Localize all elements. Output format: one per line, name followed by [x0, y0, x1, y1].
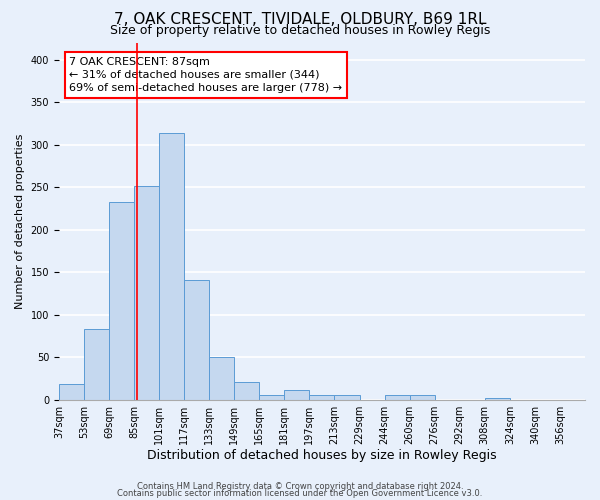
Bar	[234, 382, 259, 400]
Bar	[284, 390, 310, 400]
X-axis label: Distribution of detached houses by size in Rowley Regis: Distribution of detached houses by size …	[147, 450, 497, 462]
Bar	[310, 396, 334, 400]
Bar	[109, 202, 134, 400]
Bar	[134, 186, 159, 400]
Text: 7 OAK CRESCENT: 87sqm
← 31% of detached houses are smaller (344)
69% of semi-det: 7 OAK CRESCENT: 87sqm ← 31% of detached …	[70, 57, 343, 93]
Bar	[259, 396, 284, 400]
Y-axis label: Number of detached properties: Number of detached properties	[15, 134, 25, 309]
Text: Size of property relative to detached houses in Rowley Regis: Size of property relative to detached ho…	[110, 24, 490, 37]
Bar	[334, 396, 359, 400]
Bar	[485, 398, 510, 400]
Bar	[184, 280, 209, 400]
Bar	[410, 396, 434, 400]
Bar	[209, 357, 234, 400]
Bar	[159, 132, 184, 400]
Text: 7, OAK CRESCENT, TIVIDALE, OLDBURY, B69 1RL: 7, OAK CRESCENT, TIVIDALE, OLDBURY, B69 …	[114, 12, 486, 26]
Bar	[84, 329, 109, 400]
Bar	[385, 396, 410, 400]
Bar	[59, 384, 84, 400]
Text: Contains public sector information licensed under the Open Government Licence v3: Contains public sector information licen…	[118, 489, 482, 498]
Text: Contains HM Land Registry data © Crown copyright and database right 2024.: Contains HM Land Registry data © Crown c…	[137, 482, 463, 491]
